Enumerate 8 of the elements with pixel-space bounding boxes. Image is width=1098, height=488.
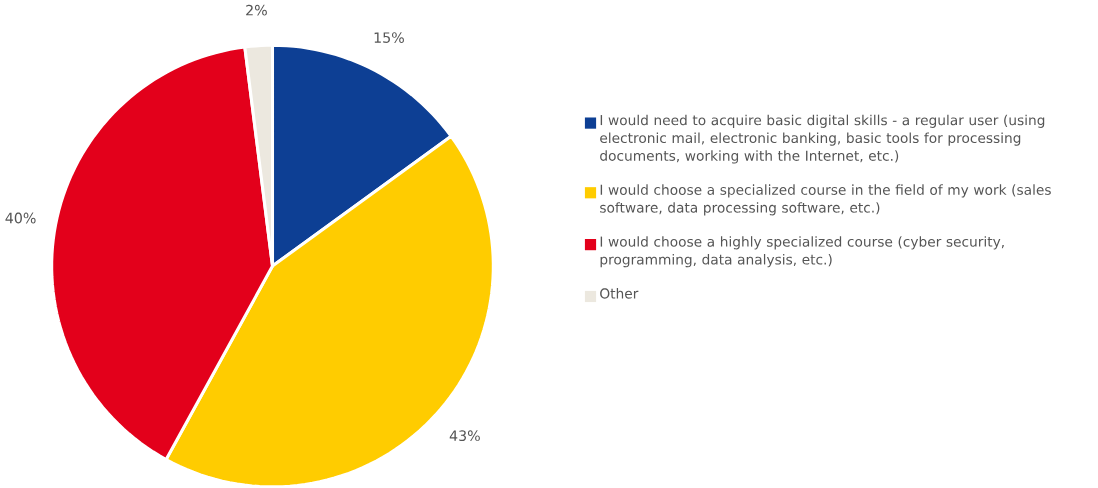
- legend-label: Other: [600, 287, 639, 299]
- legend-label: I would choose a specialized course in the field of my work (sales software, data processing software, etc.): [600, 184, 1051, 216]
- legend-label: I would need to acquire basic digital skills - a regular user (using electronic mail, electronic banking, basic tools for processing documents, working with the Internet, etc.): [600, 114, 1045, 164]
- data-label: 40%: [5, 212, 36, 224]
- data-label: 43%: [449, 430, 480, 441]
- data-label: 2%: [246, 4, 267, 16]
- legend-label: I would choose a highly specialized course (cyber security, programming, data analysis, etc.): [600, 235, 1004, 268]
- data-label: 15%: [374, 31, 404, 43]
